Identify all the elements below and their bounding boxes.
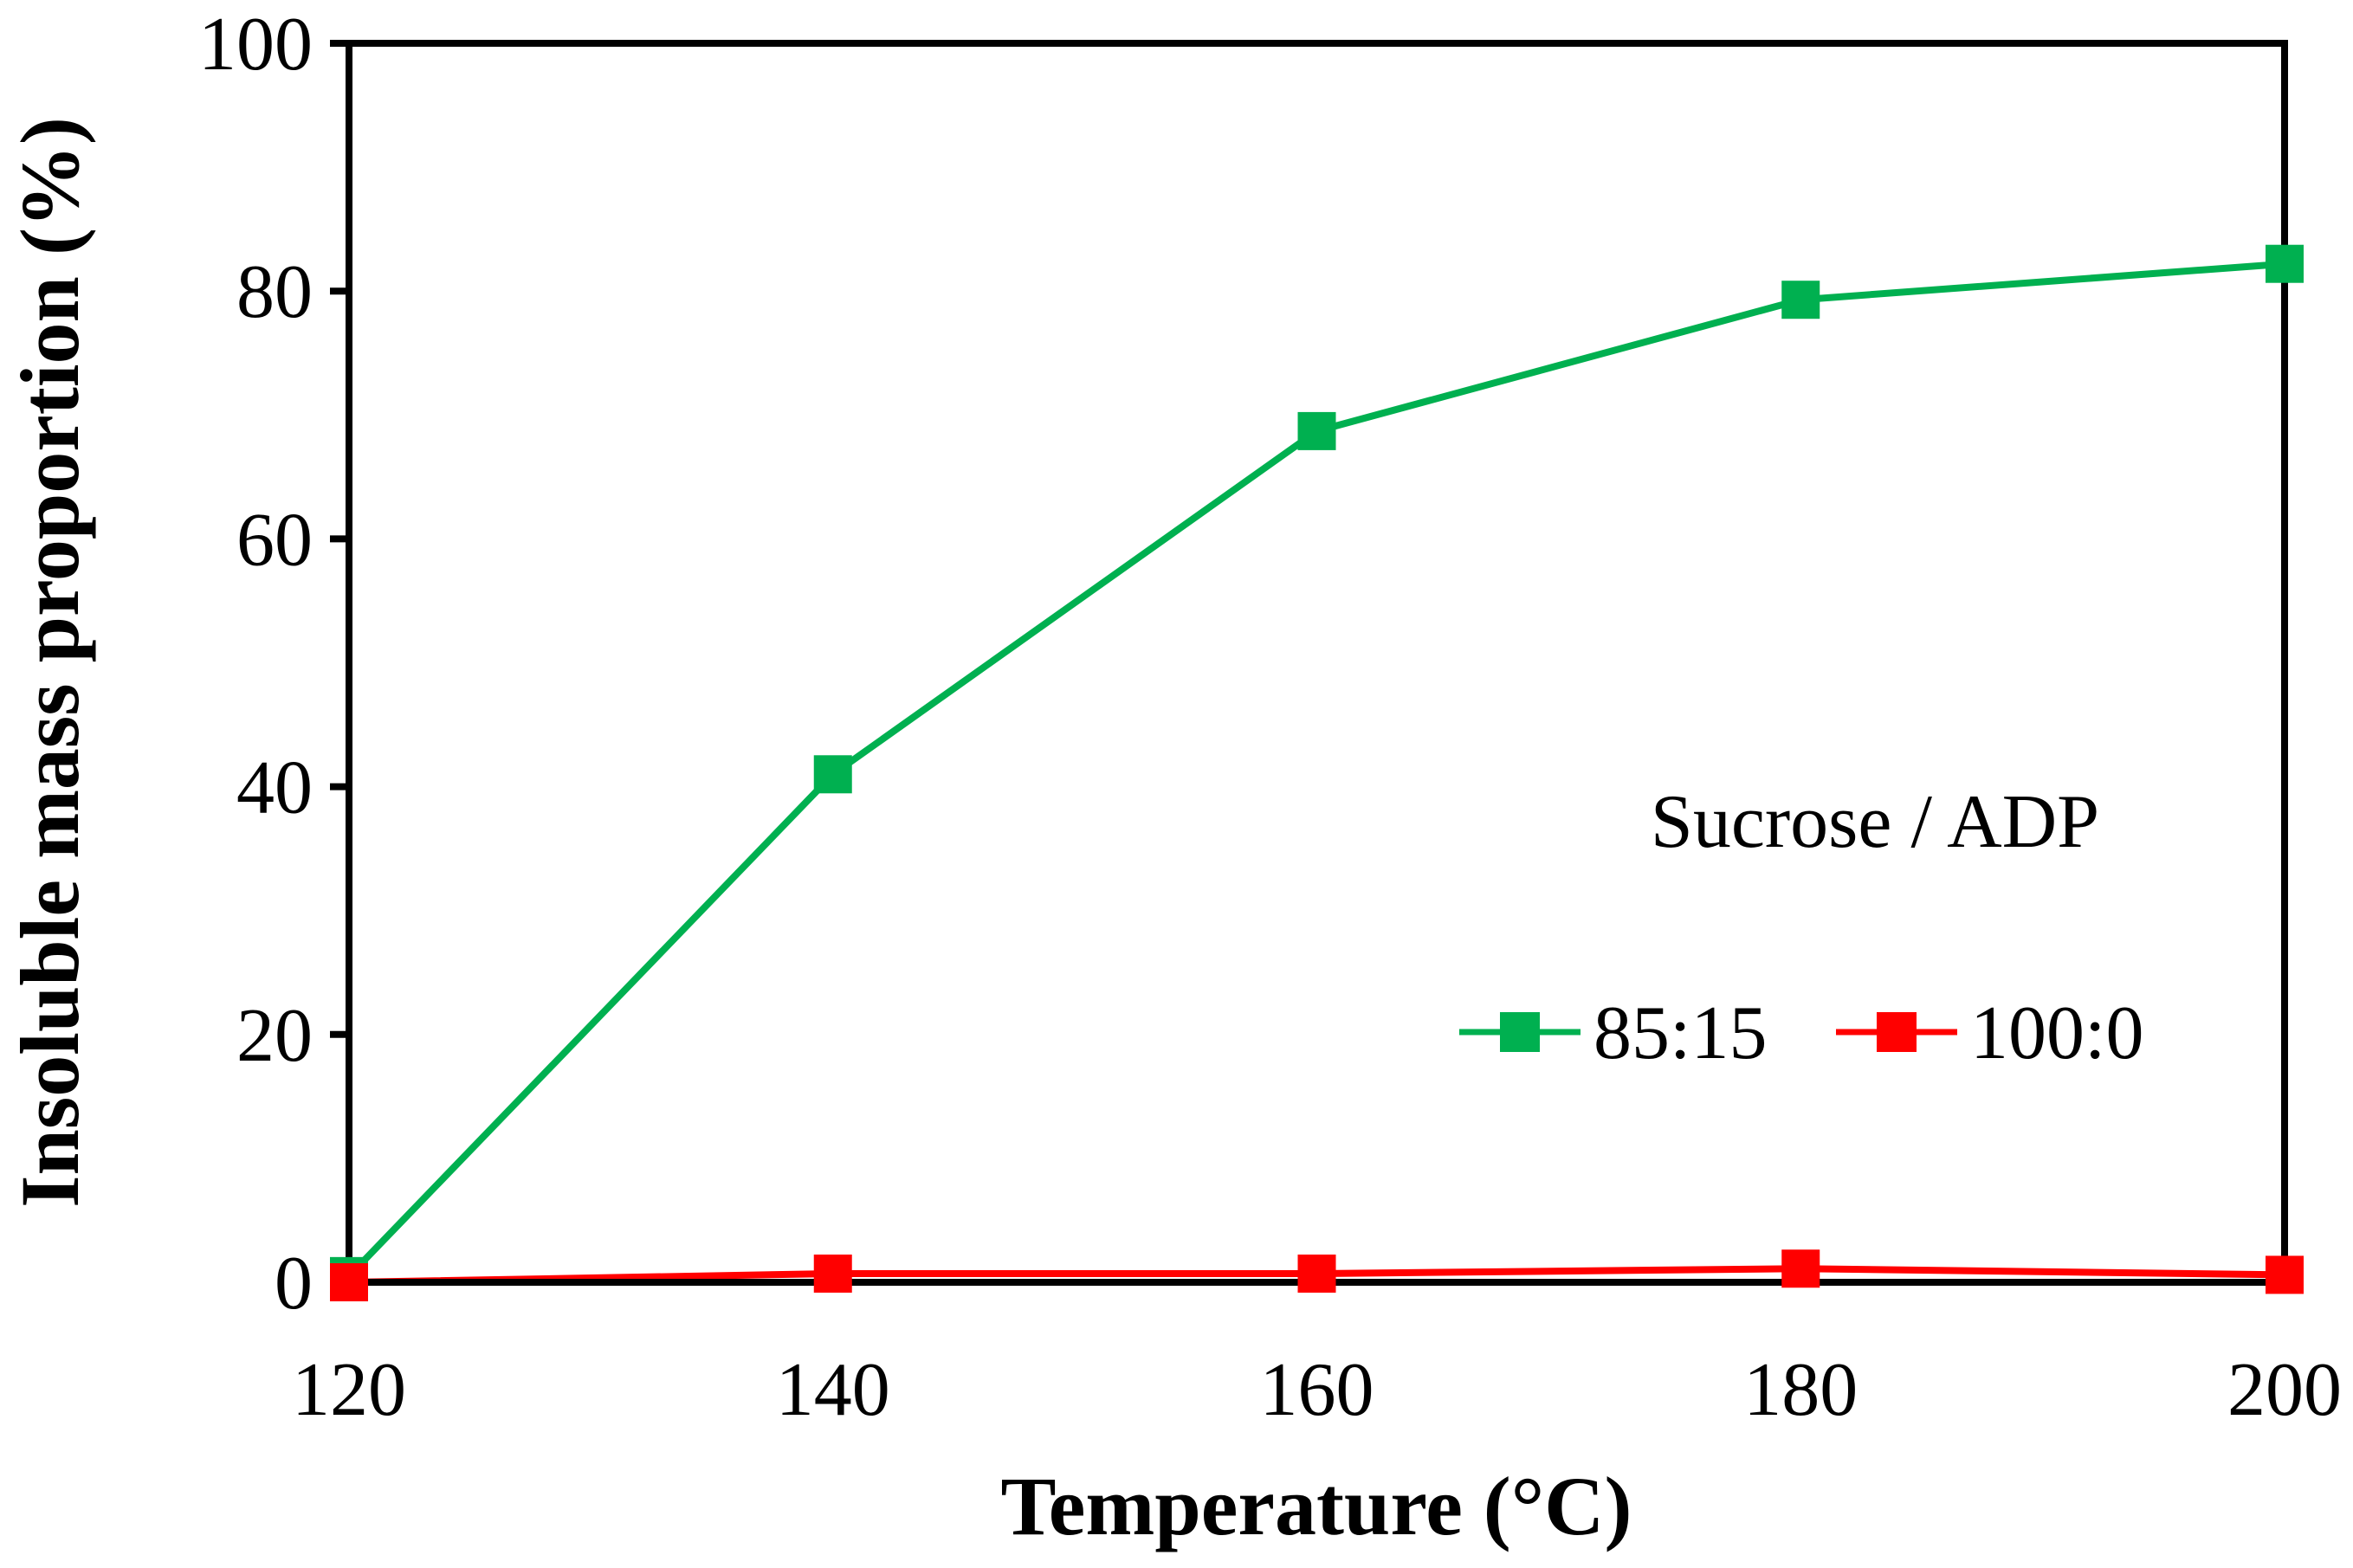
data-point-100-0 bbox=[2266, 1255, 2304, 1294]
x-tick-label: 120 bbox=[292, 1348, 406, 1432]
legend-entry-100-0: 100:0 bbox=[1836, 991, 2143, 1075]
y-tick-label: 0 bbox=[275, 1242, 313, 1326]
markers-layer bbox=[330, 244, 2304, 1301]
y-tick-label: 60 bbox=[236, 498, 313, 582]
y-tick-label: 20 bbox=[236, 994, 313, 1078]
y-tick-labels: 0 20 40 60 80 100 bbox=[198, 3, 349, 1326]
y-axis-title: Insoluble mass proportion (%) bbox=[3, 117, 96, 1208]
x-axis-title: Temperature (°C) bbox=[1001, 1460, 1632, 1552]
data-point-85-15 bbox=[813, 755, 852, 794]
data-point-85-15 bbox=[1297, 411, 1336, 450]
x-tick-label: 140 bbox=[776, 1348, 890, 1432]
data-point-100-0 bbox=[1781, 1249, 1820, 1288]
legend-title: Sucrose / ADP bbox=[1651, 780, 2099, 864]
legend-label-85-15: 85:15 bbox=[1593, 991, 1767, 1075]
x-tick-labels: 120 140 160 180 200 bbox=[292, 1348, 2342, 1432]
x-tick-label: 180 bbox=[1743, 1348, 1858, 1432]
data-point-100-0 bbox=[813, 1254, 852, 1293]
data-point-85-15 bbox=[2266, 244, 2304, 283]
data-point-85-15 bbox=[1781, 281, 1820, 319]
y-tick-label: 40 bbox=[236, 746, 313, 830]
legend-marker-85-15 bbox=[1500, 1012, 1540, 1052]
data-point-100-0 bbox=[1297, 1254, 1336, 1293]
y-tick-label: 80 bbox=[236, 250, 313, 334]
legend-marker-100-0 bbox=[1877, 1012, 1917, 1052]
data-point-100-0 bbox=[330, 1263, 368, 1301]
y-tick-label: 100 bbox=[198, 3, 313, 87]
legend-entry-85-15: 85:15 bbox=[1459, 991, 1767, 1075]
x-tick-label: 200 bbox=[2227, 1348, 2342, 1432]
legend-label-100-0: 100:0 bbox=[1970, 991, 2143, 1075]
x-tick-label: 160 bbox=[1260, 1348, 1374, 1432]
